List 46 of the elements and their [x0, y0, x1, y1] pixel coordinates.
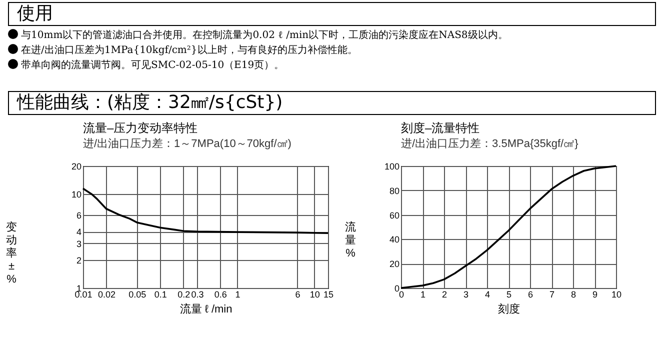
x-tick-label: 1 — [235, 290, 240, 300]
x-tick-label: 15 — [323, 290, 334, 300]
x-tick-label: 10 — [611, 290, 622, 300]
line-series — [400, 165, 617, 289]
x-tick-label: 0.01 — [74, 290, 92, 300]
chart-title: 刻度–流量特性 — [401, 121, 480, 135]
y-axis-title: 流量% — [344, 220, 356, 260]
y-tick-label: 6 — [76, 210, 82, 221]
x-tick-label: 0.6 — [214, 290, 227, 300]
text: 带单向阀的流量调节阀。可见SMC-02-05-10（E19页）。 — [20, 58, 286, 73]
x-tick-label: 8 — [570, 290, 576, 300]
x-tick-label: 2 — [442, 290, 448, 300]
y-tick-label: 2 — [76, 255, 82, 266]
text: 与10mm以下的管道滤油口合并使用。在控制流量为0.02 ℓ /min以下时，工质油的污染度应在NAS8级以内。 — [20, 28, 509, 43]
x-tick-label: 1 — [420, 290, 426, 300]
y-tick-label: 80 — [389, 186, 400, 196]
x-tick-label: 9 — [592, 290, 598, 300]
text: 在进/出油口压差为1MPa{10kgf/cm²}以上时，与有良好的压力补偿性能。 — [20, 44, 358, 58]
chart-subtitle: 进/出油口压力差：3.5MPa{35kgf/㎠} — [401, 137, 579, 150]
x-tick-label: 3 — [463, 290, 469, 300]
x-tick-label: 4 — [484, 290, 490, 300]
x-tick-label: 10 — [310, 290, 320, 300]
y-tick-label: 4 — [76, 227, 82, 238]
y-tick-label: 60 — [389, 210, 400, 220]
y-tick-label: 100 — [384, 162, 400, 172]
x-tick-label: 5 — [506, 290, 512, 300]
x-tick-label: 7 — [549, 290, 555, 300]
x-tick-label: 0.02 — [98, 290, 116, 300]
y-tick-label: 20 — [71, 162, 82, 172]
y-axis-title: 变动率±% — [6, 220, 17, 286]
chart-title: 流量–压力变动率特性 — [83, 121, 198, 135]
x-tick-label: 0.2 — [178, 290, 190, 300]
x-tick-label: 0.05 — [128, 290, 146, 300]
x-axis-title: 流量 ℓ /min — [180, 302, 232, 316]
text: 使用 — [8, 2, 656, 26]
x-tick-label: 0.3 — [191, 290, 204, 300]
y-tick-label: 40 — [389, 234, 400, 245]
chart-subtitle: 进/出油口压力差：1～7MPa(10～70kgf/㎠) — [83, 137, 292, 150]
x-axis-title: 刻度 — [498, 302, 520, 316]
x-tick-label: 6 — [528, 290, 534, 300]
text: 性能曲线：(粘度：32㎟/s{cSt}) — [8, 91, 656, 115]
x-tick-label: 6 — [295, 290, 300, 300]
y-tick-label: 10 — [71, 190, 82, 200]
y-tick-label: 3 — [76, 238, 82, 249]
x-tick-label: 0.1 — [154, 290, 167, 300]
y-tick-label: 20 — [389, 259, 400, 270]
